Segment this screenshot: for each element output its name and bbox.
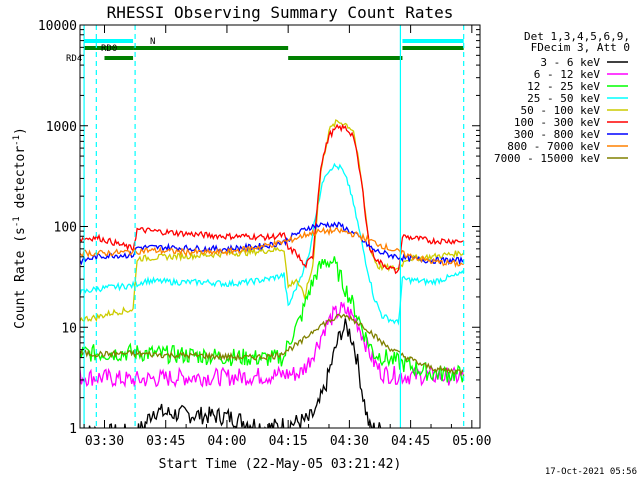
x-tick-label-4: 04:15 bbox=[269, 434, 308, 449]
y-tick-label-2: 10 bbox=[61, 321, 77, 336]
x-tick-label-6: 04:45 bbox=[391, 434, 430, 449]
y-tick-label-5: 10000 bbox=[38, 19, 77, 34]
legend-label-7: 300 - 800 keV bbox=[514, 128, 600, 141]
x-tick-label-3: 04:00 bbox=[207, 434, 246, 449]
series-line-6 bbox=[80, 123, 464, 275]
x-axis-label: Start Time (22-May-05 03:21:42) bbox=[159, 457, 402, 472]
series-line-9 bbox=[80, 313, 465, 376]
timestamp: 17-Oct-2021 05:56 bbox=[545, 467, 637, 477]
y-tick-label-3: 100 bbox=[54, 221, 77, 236]
x-tick-label-5: 04:30 bbox=[330, 434, 369, 449]
legend: Det 1,3,4,5,6,9,FDecim 3, Att 0 3 - 6 keV… bbox=[494, 30, 630, 165]
series-line-8 bbox=[80, 225, 464, 269]
series-line-4 bbox=[80, 162, 465, 326]
state-bar-label-n: N bbox=[150, 37, 155, 47]
y-tick-label-4: 1000 bbox=[46, 120, 77, 135]
legend-label-8: 800 - 7000 keV bbox=[507, 140, 600, 153]
y-axis-label: Count Rate (s-1 detector-1) bbox=[12, 127, 28, 329]
legend-label-1: 3 - 6 keV bbox=[540, 56, 600, 69]
legend-label-3: 12 - 25 keV bbox=[527, 80, 600, 93]
legend-label-2: 6 - 12 keV bbox=[534, 68, 601, 81]
series-line-2 bbox=[80, 301, 465, 388]
series-layer bbox=[80, 119, 465, 428]
legend-label-6: 100 - 300 keV bbox=[514, 116, 600, 129]
y-tick-label-1: 1 bbox=[69, 422, 77, 437]
plot-frame bbox=[79, 24, 481, 429]
x-tick-label-1: 03:30 bbox=[85, 434, 124, 449]
legend-header-2: FDecim 3, Att 0 bbox=[531, 41, 630, 54]
series-line-1 bbox=[88, 318, 396, 428]
legend-header-1: Det 1,3,4,5,6,9, bbox=[524, 30, 630, 43]
series-line-7 bbox=[80, 221, 465, 266]
legend-label-4: 25 - 50 keV bbox=[527, 92, 600, 105]
legend-label-9: 7000 - 15000 keV bbox=[494, 152, 600, 165]
legend-label-5: 50 - 100 keV bbox=[521, 104, 601, 117]
x-tick-label-2: 03:45 bbox=[146, 434, 185, 449]
x-tick-label-7: 05:00 bbox=[452, 434, 491, 449]
chart-title: RHESSI Observing Summary Count Rates bbox=[107, 3, 454, 22]
axis-ticks: 03:30 03:45 04:00 04:15 04:30 04:45 05:00 1 10 10… bbox=[38, 19, 492, 449]
state-bar-label-rd0: RD0 bbox=[101, 44, 117, 54]
series-line-3 bbox=[80, 256, 465, 383]
series-line-5 bbox=[80, 119, 465, 323]
state-bar-label-rd4: RD4 bbox=[66, 54, 82, 64]
